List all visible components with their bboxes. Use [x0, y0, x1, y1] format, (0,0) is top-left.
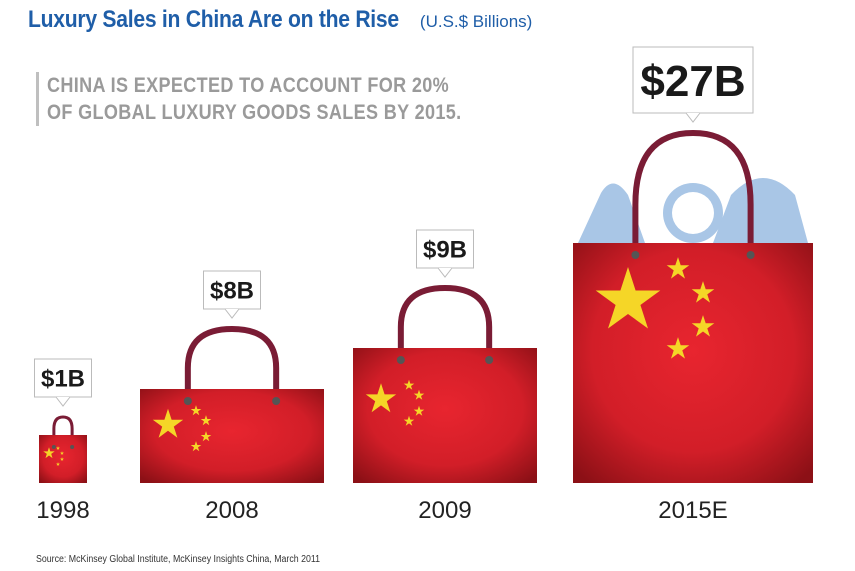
luxury-items-icons	[578, 178, 808, 243]
star-icon	[152, 408, 184, 438]
bag-body-2015E	[573, 243, 813, 483]
bag-rivet	[70, 445, 75, 449]
high-heel-icon	[578, 183, 645, 243]
category-label-2009: 2009	[418, 497, 471, 524]
bag-rivet	[183, 397, 192, 405]
star-icon	[403, 415, 415, 426]
bag-rivet	[51, 445, 56, 449]
category-label-2015E: 2015E	[658, 497, 727, 524]
value-label-2015E: $27B	[640, 57, 745, 106]
star-icon	[56, 446, 60, 450]
star-icon	[691, 281, 715, 303]
callout-pointer	[685, 112, 701, 123]
source-note: Source: McKinsey Global Institute, McKin…	[36, 554, 321, 565]
bag-rivet	[272, 397, 281, 405]
bar-1998: $1B 1998	[34, 358, 92, 524]
callout-box	[416, 229, 474, 269]
bag-rivet	[746, 251, 755, 259]
bar-2009: $9B 2009	[353, 229, 537, 524]
star-icon	[595, 267, 661, 329]
title-text: Luxury Sales in China Are on the Rise	[28, 6, 399, 33]
bag-rivet	[396, 356, 405, 364]
category-label-1998: 1998	[36, 497, 89, 524]
star-icon	[200, 415, 212, 426]
star-icon	[43, 447, 55, 459]
bag-body-2008	[140, 389, 324, 483]
callout-box	[34, 358, 92, 398]
bag-handle	[184, 325, 280, 404]
callout-note: CHINA IS EXPECTED TO ACCOUNT FOR 20% OF …	[36, 72, 529, 126]
handbag-icon	[713, 178, 808, 243]
star-icon	[666, 257, 690, 279]
title-unit: (U.S.$ Billions)	[419, 12, 533, 31]
bar-2015E: $27B 2015E	[573, 46, 813, 524]
star-icon	[56, 462, 60, 466]
callout-pointer	[55, 396, 71, 407]
star-icon	[413, 405, 425, 416]
bag-handle	[397, 284, 493, 363]
star-icon	[190, 441, 202, 452]
star-icon	[413, 389, 425, 400]
value-callout: $27B	[632, 46, 754, 123]
bag-handle	[52, 415, 74, 449]
star-icon	[403, 379, 415, 390]
star-icon	[691, 315, 715, 337]
value-callout: $8B	[203, 270, 261, 319]
bag-handle	[632, 129, 754, 258]
value-callout: $1B	[34, 358, 92, 407]
callout-box	[203, 270, 261, 310]
bag-rivet	[485, 356, 494, 364]
bag-rivet	[631, 251, 640, 259]
star-icon	[666, 337, 690, 359]
value-label-1998: $1B	[41, 366, 85, 393]
value-label-2009: $9B	[423, 237, 467, 264]
chart-title: Luxury Sales in China Are on the Rise (U…	[28, 6, 532, 34]
callout-pointer	[437, 267, 453, 278]
callout-pointer	[224, 308, 240, 319]
star-icon	[365, 383, 397, 413]
bar-2008: $8B 2008	[140, 270, 324, 524]
star-icon	[60, 457, 64, 461]
callout-box	[632, 46, 754, 114]
value-label-2008: $8B	[210, 278, 254, 305]
callout-line-2: OF GLOBAL LUXURY GOODS SALES BY 2015.	[47, 101, 462, 124]
value-callout: $9B	[416, 229, 474, 278]
bag-body-2009	[353, 348, 537, 483]
star-icon	[190, 405, 202, 416]
callout-line-1: CHINA IS EXPECTED TO ACCOUNT FOR 20%	[47, 74, 450, 97]
watch-face-icon	[672, 192, 714, 234]
star-icon	[200, 431, 212, 442]
category-label-2008: 2008	[205, 497, 258, 524]
star-icon	[60, 451, 64, 455]
